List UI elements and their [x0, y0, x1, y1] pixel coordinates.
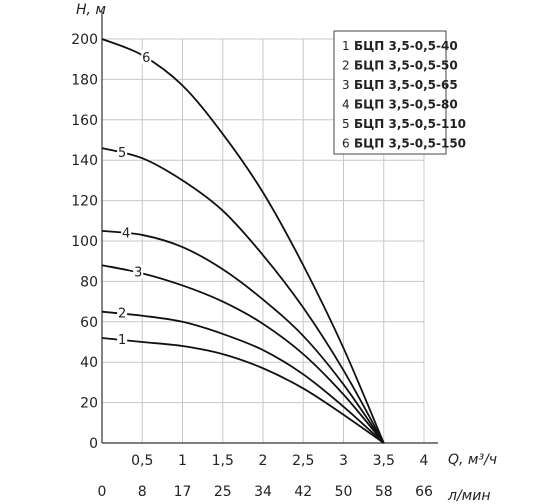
x2-tick-label: 34	[254, 484, 272, 500]
chart-axes	[101, 11, 438, 444]
y-tick-label: 40	[80, 355, 98, 371]
y-tick-label: 60	[80, 315, 98, 331]
y-tick-label: 120	[71, 194, 98, 210]
legend-entry: БЦП 3,5-0,5-50	[354, 59, 458, 73]
legend-number: 1	[342, 39, 350, 53]
legend-box	[333, 30, 447, 155]
series-line-5	[101, 147, 385, 444]
x2-tick-label: 17	[174, 484, 192, 500]
legend-number: 2	[342, 59, 350, 73]
y-tick-label: 200	[71, 32, 98, 48]
legend-entry: БЦП 3,5-0,5-65	[354, 78, 458, 92]
y-tick-label: 80	[80, 274, 98, 290]
legend-number: 3	[342, 78, 350, 92]
legend-number: 6	[342, 137, 350, 151]
x-tick-label: 0,5	[131, 453, 153, 469]
series-line-2	[101, 310, 385, 444]
series-label-2: 2	[118, 307, 126, 322]
x-tick-label: 3,5	[373, 453, 395, 469]
legend-entry: БЦП 3,5-0,5-150	[354, 137, 466, 151]
x-tick-label: 3	[339, 453, 348, 469]
x2-tick-label: 66	[415, 484, 433, 500]
chart-curves: 1 2 3 4 5 6	[101, 38, 385, 444]
y-axis-label: H, м	[76, 2, 106, 18]
x2-tick-label: 8	[138, 484, 147, 500]
series-label-bg	[117, 305, 128, 320]
series-label-4: 4	[122, 226, 130, 241]
series-label-3: 3	[134, 266, 142, 281]
y-tick-label: 180	[71, 72, 98, 88]
x-tick-label: 1	[178, 453, 187, 469]
series-label-bg	[141, 50, 152, 65]
x2-tick-label: 25	[214, 484, 232, 500]
x-tick-label: 2	[259, 453, 268, 469]
x2-tick-label: 42	[294, 484, 312, 500]
series-line-6	[101, 38, 385, 444]
legend-number: 5	[342, 117, 350, 131]
series-line-3	[101, 264, 385, 444]
x-tick-label: 4	[420, 453, 429, 469]
x-tick-label: 1,5	[212, 453, 234, 469]
x-tick-label: 2,5	[292, 453, 314, 469]
x2-tick-label: 50	[335, 484, 353, 500]
series-line-4	[101, 230, 385, 444]
legend-number: 4	[342, 98, 350, 112]
legend-entry: БЦП 3,5-0,5-110	[354, 117, 466, 131]
chart-legend: 1 БЦП 3,5-0,5-40 2 БЦП 3,5-0,5-50 3 БЦП 3,5-0…	[333, 30, 466, 155]
x-axis-label: Q, м³/ч	[448, 452, 497, 468]
y-tick-label: 0	[89, 436, 98, 452]
y-tick-label: 160	[71, 113, 98, 129]
series-label-6: 6	[142, 51, 150, 66]
x2-tick-label: 0	[98, 484, 107, 500]
series-label-bg	[117, 331, 128, 346]
series-label-bg	[133, 264, 144, 279]
series-label-1: 1	[118, 333, 126, 348]
series-label-bg	[121, 225, 132, 240]
series-label-5: 5	[118, 146, 126, 161]
y-tick-label: 100	[71, 234, 98, 250]
y-tick-label: 20	[80, 396, 98, 412]
y-tick-label: 140	[71, 153, 98, 169]
x2-axis-label: л/мин	[447, 488, 490, 504]
series-line-1	[101, 337, 385, 444]
legend-entry: БЦП 3,5-0,5-40	[354, 39, 458, 53]
x2-tick-label: 58	[375, 484, 393, 500]
legend-entry: БЦП 3,5-0,5-80	[354, 98, 458, 112]
series-label-bg	[117, 145, 128, 160]
